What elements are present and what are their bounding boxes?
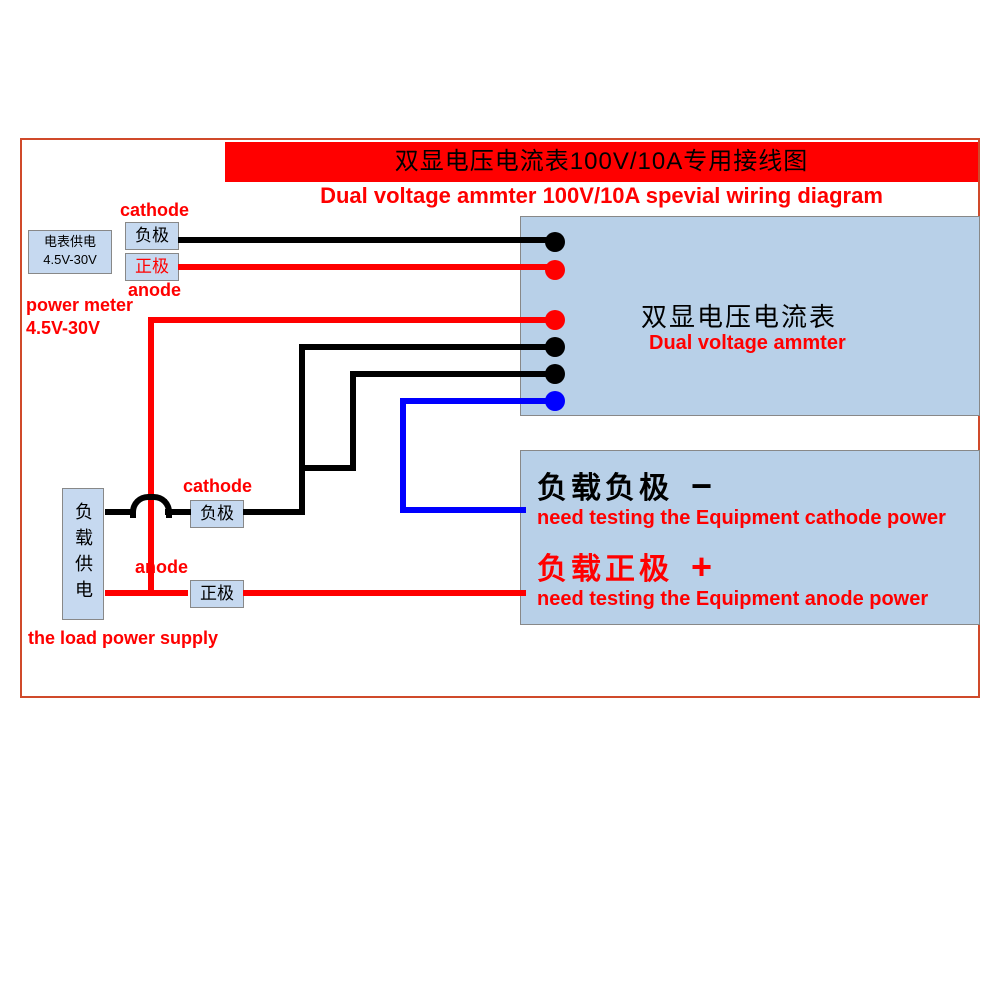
meter-box: 双显电压电流表 Dual voltage ammter bbox=[520, 216, 980, 416]
meter-box-en: Dual voltage ammter bbox=[649, 332, 846, 355]
wire-cath-h0b bbox=[165, 509, 191, 515]
wire-blue-h2 bbox=[400, 507, 526, 513]
wire-pm-red bbox=[178, 264, 555, 270]
wire-shunt-h bbox=[350, 371, 555, 377]
load-box: 负载负极 − need testing the Equipment cathod… bbox=[520, 450, 980, 625]
power-meter-box-line1: 电表供电 bbox=[29, 233, 111, 251]
wire-blue-h bbox=[400, 398, 555, 404]
pm-anode-label: anode bbox=[128, 280, 181, 301]
title-subtitle: Dual voltage ammter 100V/10A spevial wir… bbox=[225, 183, 978, 209]
ls-cathode-box: 负极 bbox=[190, 500, 244, 528]
pm-cathode-label: cathode bbox=[120, 200, 189, 221]
wire-cath-h1 bbox=[243, 509, 305, 515]
load-neg-cn: 负载负极 bbox=[537, 463, 673, 507]
wire-cath-h2 bbox=[299, 344, 555, 350]
power-meter-box-line2: 4.5V-30V bbox=[29, 251, 111, 269]
pm-cathode-box: 负极 bbox=[125, 222, 179, 250]
ls-anode-label: anode bbox=[135, 557, 188, 578]
load-supply-box: 负载供电 bbox=[62, 488, 104, 620]
wire-vplus-vert bbox=[148, 317, 154, 593]
wire-vplus-top bbox=[148, 317, 555, 323]
pm-label-en1: power meter bbox=[26, 295, 133, 316]
power-meter-box: 电表供电 4.5V-30V bbox=[28, 230, 112, 274]
load-neg-sym: − bbox=[691, 465, 716, 507]
ls-anode-box: 正极 bbox=[190, 580, 244, 608]
ls-cathode-label: cathode bbox=[183, 476, 252, 497]
pm-label-en2: 4.5V-30V bbox=[26, 318, 100, 339]
load-pos-en: need testing the Equipment anode power bbox=[537, 588, 963, 611]
load-neg-en: need testing the Equipment cathode power bbox=[537, 507, 963, 530]
wire-cath-v bbox=[299, 344, 305, 515]
wire-pm-black bbox=[178, 237, 555, 243]
pm-anode-box: 正极 bbox=[125, 253, 179, 281]
meter-box-cn: 双显电压电流表 bbox=[641, 297, 837, 334]
wire-anode-h0 bbox=[105, 590, 188, 596]
wire-anode-h bbox=[243, 590, 526, 596]
load-pos-sym: + bbox=[691, 546, 716, 588]
wire-blue-v bbox=[400, 398, 406, 513]
wire-shunt-join bbox=[299, 465, 356, 471]
ls-label-en: the load power supply bbox=[28, 628, 218, 649]
load-pos-cn: 负载正极 bbox=[537, 544, 673, 588]
terminal-pm-pos bbox=[545, 260, 565, 280]
title-bar: 双显电压电流表100V/10A专用接线图 bbox=[225, 142, 978, 182]
wire-shunt-v bbox=[350, 371, 356, 471]
